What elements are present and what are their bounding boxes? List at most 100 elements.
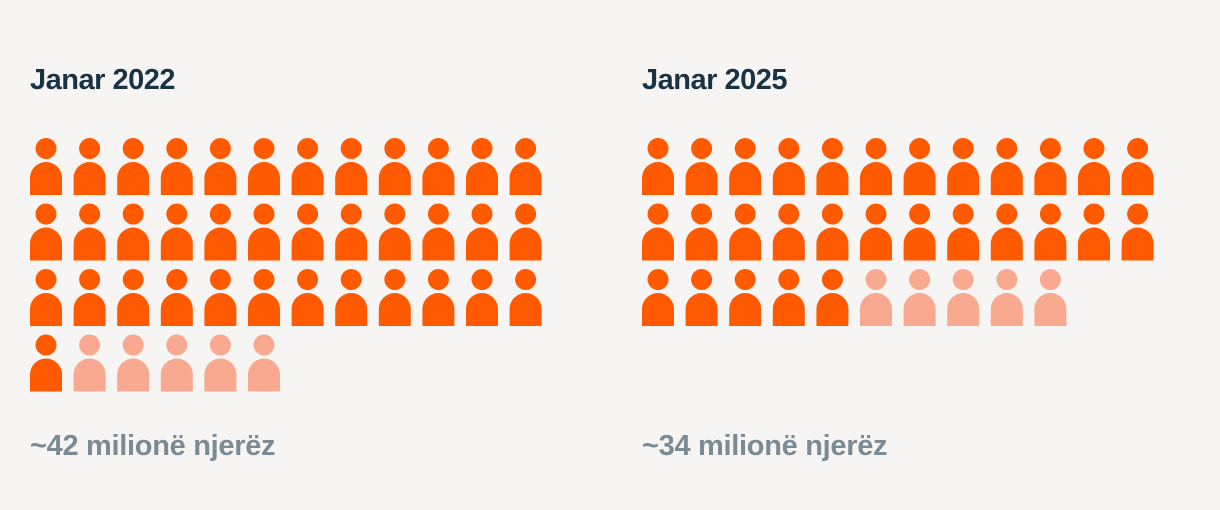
person-body	[335, 227, 368, 261]
person-head	[166, 334, 188, 356]
person-icon-filled	[466, 138, 498, 195]
person-head	[209, 334, 231, 356]
person-body	[509, 162, 542, 195]
person-head	[253, 138, 275, 159]
person-icon-filled	[642, 203, 674, 261]
person-body	[816, 293, 849, 326]
person-body	[73, 227, 106, 261]
person-head	[821, 203, 843, 225]
person-icon-filled	[378, 138, 411, 195]
person-body	[947, 227, 980, 261]
person-body	[378, 227, 411, 261]
person-head	[384, 203, 406, 225]
person-icon-filled	[1121, 138, 1154, 195]
person-body	[772, 227, 805, 261]
person-icon-filled	[30, 138, 62, 195]
person-body	[73, 358, 106, 392]
person-body	[990, 293, 1023, 326]
person-icon-filled	[248, 138, 280, 195]
person-icon-filled	[466, 203, 498, 261]
person-body	[903, 162, 936, 195]
person-body	[30, 162, 62, 195]
person-head	[778, 203, 800, 225]
person-icon-filled	[30, 203, 62, 261]
person-body	[422, 227, 455, 261]
person-icon-faded	[947, 269, 980, 326]
person-body	[291, 227, 324, 261]
person-head	[691, 269, 713, 290]
person-head	[909, 138, 931, 159]
person-icon-filled	[1078, 138, 1110, 195]
person-icon-faded	[73, 334, 106, 392]
person-head	[253, 203, 275, 225]
person-icon-filled	[73, 138, 106, 195]
person-head	[734, 138, 756, 159]
person-head	[952, 269, 974, 290]
person-head	[471, 203, 493, 225]
person-head	[79, 334, 101, 356]
person-head	[253, 269, 275, 290]
person-head	[166, 203, 188, 225]
person-body	[860, 227, 892, 261]
person-head	[734, 269, 756, 290]
person-body	[860, 293, 892, 326]
person-icon-filled	[248, 269, 280, 326]
person-body	[947, 293, 980, 326]
person-body	[1121, 162, 1154, 195]
person-body	[291, 162, 324, 195]
person-body	[642, 227, 674, 261]
person-head	[35, 138, 57, 159]
person-body	[903, 293, 936, 326]
person-icon-filled	[335, 269, 368, 326]
person-icon-filled	[30, 269, 62, 326]
person-icon-filled	[204, 269, 237, 326]
person-icon-filled	[729, 269, 762, 326]
person-icon-filled	[685, 269, 718, 326]
person-head	[909, 269, 931, 290]
person-icon-filled	[291, 269, 324, 326]
person-icon-filled	[990, 138, 1023, 195]
person-body	[73, 293, 106, 326]
person-icon-filled	[160, 138, 193, 195]
person-body	[772, 293, 805, 326]
person-icon-filled	[642, 269, 674, 326]
person-body	[1034, 227, 1067, 261]
person-icon-filled	[335, 138, 368, 195]
panel-title: Janar 2025	[642, 64, 787, 96]
person-icon-filled	[860, 203, 892, 261]
person-icon-filled	[1078, 203, 1110, 261]
person-icon-faded	[1034, 269, 1067, 326]
person-icon-filled	[1034, 203, 1067, 261]
person-head	[515, 269, 537, 290]
person-icon-filled	[642, 138, 674, 195]
person-head	[865, 203, 887, 225]
person-head	[122, 203, 144, 225]
person-body	[509, 227, 542, 261]
person-icon-filled	[378, 203, 411, 261]
person-head	[909, 203, 931, 225]
person-body	[947, 162, 980, 195]
person-body	[685, 293, 718, 326]
person-head	[166, 138, 188, 159]
person-head	[778, 138, 800, 159]
person-body	[30, 227, 62, 261]
person-body	[204, 227, 237, 261]
person-body	[160, 227, 193, 261]
person-icon-filled	[204, 138, 237, 195]
person-head	[427, 138, 449, 159]
person-icon-faded	[990, 269, 1023, 326]
person-icon-faded	[117, 334, 150, 392]
person-icon-filled	[1034, 138, 1067, 195]
person-icon-filled	[335, 203, 368, 261]
person-body	[1078, 227, 1110, 261]
population-caption: ~34 milionë njerëz	[642, 430, 888, 462]
person-head	[1127, 138, 1149, 159]
person-icon-filled	[685, 138, 718, 195]
person-body	[248, 293, 280, 326]
person-body	[422, 293, 455, 326]
person-icon-grid	[642, 138, 1154, 326]
person-head	[471, 269, 493, 290]
person-head	[1039, 203, 1061, 225]
person-body	[335, 162, 368, 195]
person-icon-filled	[378, 269, 411, 326]
